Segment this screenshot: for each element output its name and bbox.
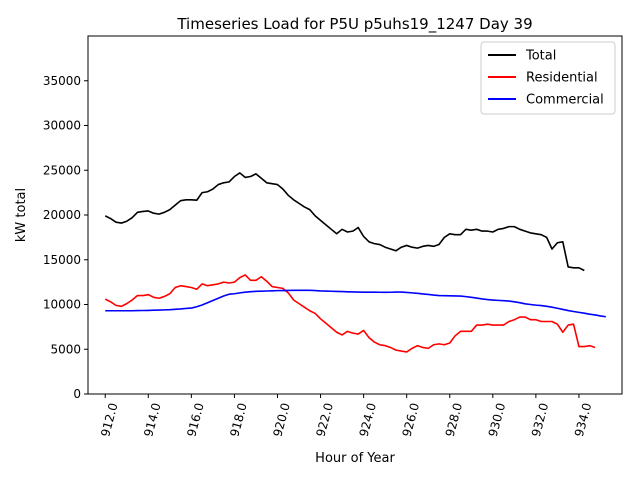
y-tick-label: 0: [73, 387, 81, 401]
legend-label-commercial: Commercial: [526, 93, 604, 108]
y-axis-label: kW total: [14, 188, 29, 242]
y-tick-label: 5000: [50, 342, 81, 356]
y-tick-label: 25000: [43, 163, 81, 177]
y-tick-label: 15000: [43, 253, 81, 267]
series-line-total: [104, 172, 585, 272]
chart-title: Timeseries Load for P5U p5uhs19_1247 Day…: [176, 15, 532, 34]
legend-label-total: Total: [525, 49, 556, 64]
y-tick-label: 35000: [43, 74, 81, 88]
legend-box: [480, 41, 616, 115]
y-tick-label: 20000: [43, 208, 81, 222]
series-line-residential: [104, 274, 596, 353]
legend: Total Residential Commercial: [480, 41, 616, 115]
x-axis-label: Hour of Year: [315, 451, 395, 466]
series-line-commercial: [105, 289, 606, 318]
plot-lines: [104, 172, 606, 353]
y-axis: 0 5000 10000 15000 20000 25000 30000 35000: [43, 74, 88, 401]
legend-label-residential: Residential: [526, 71, 598, 86]
y-tick-label: 30000: [43, 119, 81, 133]
y-tick-label: 10000: [43, 298, 81, 312]
